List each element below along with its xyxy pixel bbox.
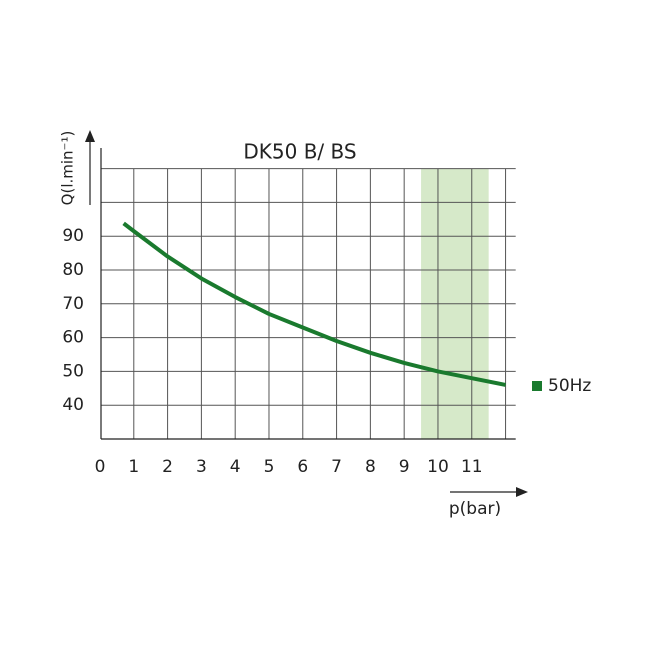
chart-title: DK50 B/ BS — [243, 140, 356, 164]
x-tick-label: 2 — [162, 457, 173, 477]
y-tick-label: 50 — [62, 361, 84, 381]
x-tick-label: 7 — [331, 457, 342, 477]
legend-swatch — [532, 381, 542, 391]
x-tick-label: 11 — [461, 457, 483, 477]
y-tick-label: 60 — [62, 328, 84, 348]
data-line — [122, 221, 506, 387]
y-tick-label: 80 — [62, 260, 84, 280]
x-tick-label: 0 — [95, 457, 106, 477]
x-tick-label: 5 — [264, 457, 275, 477]
legend-label: 50Hz — [548, 376, 591, 396]
x-axis-label: p(bar) — [449, 499, 501, 519]
x-tick-label: 4 — [230, 457, 241, 477]
x-arrow-head — [516, 487, 528, 497]
y-axis-label: Q(l.min⁻¹) — [59, 131, 77, 206]
x-tick-label: 8 — [365, 457, 376, 477]
x-tick-label: 1 — [128, 457, 139, 477]
x-tick-label: 3 — [196, 457, 207, 477]
y-arrow-head — [85, 130, 95, 142]
y-tick-label: 90 — [62, 226, 84, 246]
x-tick-label: 6 — [297, 457, 308, 477]
x-tick-label: 10 — [427, 457, 449, 477]
y-tick-label: 70 — [62, 294, 84, 314]
y-tick-label: 40 — [62, 395, 84, 415]
x-tick-label: 9 — [399, 457, 410, 477]
